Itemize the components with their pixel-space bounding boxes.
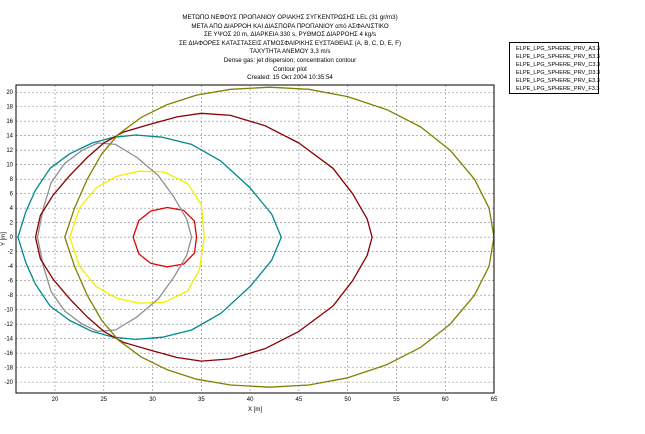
x-tick-label: 55 — [393, 397, 400, 403]
x-tick-label: 40 — [247, 397, 254, 403]
x-tick-label: 65 — [491, 397, 498, 403]
legend-item: ELPE_LPG_SPHERE_PRV_E3.3 — [513, 77, 600, 85]
plot-frame — [15, 84, 495, 394]
x-tick-label: 45 — [296, 397, 303, 403]
y-tick-label: 2 — [10, 221, 14, 227]
x-tick-label: 20 — [52, 397, 59, 403]
series-line-4 — [17, 134, 282, 341]
y-tick-label: 16 — [6, 119, 13, 125]
y-tick-label: -18 — [4, 366, 13, 372]
x-axis-label: X [m] — [248, 407, 262, 413]
y-tick-label: -12 — [4, 322, 13, 328]
series-line-5 — [34, 112, 373, 362]
y-tick-label: 10 — [6, 163, 13, 169]
legend-label: ELPE_LPG_SPHERE_PRV_A3.3 — [516, 46, 600, 52]
y-tick-label: -2 — [8, 250, 14, 256]
y-tick-label: 8 — [10, 177, 14, 183]
tick-labels: 20 25 30 35 40 45 50 55 60 6520181614121086420-2-… — [4, 90, 498, 403]
x-tick-label: 25 — [100, 397, 107, 403]
x-tick-label: 50 — [344, 397, 351, 403]
title-line-3: ΣΕ ΥΨΟΣ 20 m, ΔΙΑΡΚΕΙΑ 330 s, ΡΥΘΜΟΣ ΔΙΑ… — [203, 31, 377, 39]
series-line-2 — [69, 170, 205, 304]
title-line-7: Contour plot — [273, 65, 307, 73]
legend-label: ELPE_LPG_SPHERE_PRV_D3.3 — [516, 70, 601, 76]
series-line-1 — [132, 206, 198, 268]
x-tick-label: 60 — [442, 397, 449, 403]
y-tick-label: -14 — [4, 337, 13, 343]
x-tick-label: 35 — [198, 397, 205, 403]
y-tick-label: 4 — [10, 206, 14, 212]
legend-label: ELPE_LPG_SPHERE_PRV_E3.3 — [516, 78, 600, 84]
legend-item: ELPE_LPG_SPHERE_PRV_C3.3 — [513, 61, 600, 69]
y-tick-label: 20 — [6, 90, 13, 96]
y-tick-label: -20 — [4, 380, 13, 386]
legend-label: ELPE_LPG_SPHERE_PRV_C3.3 — [516, 62, 601, 68]
title-line-6: Dense gas: jet dispersion; concentration… — [223, 56, 357, 64]
y-tick-label: 6 — [10, 192, 14, 198]
y-tick-label: -6 — [8, 279, 14, 285]
series-line-3 — [36, 142, 193, 333]
chart-title-block: ΜΕΤΩΠΟ ΝΕΦΟΥΣ ΠΡΟΠΑΝΙΟΥ ΟΡΙΑΚΗΣ ΣΥΓΚΕΝΤΡ… — [150, 14, 430, 83]
y-axis-label: Y [m] — [1, 232, 7, 246]
legend-item: ELPE_LPG_SPHERE_PRV_F3.3 — [513, 85, 600, 93]
title-line-5: ΤΑΧΥΤΗΤΑ ΑΝΕΜΟΥ 3,3 m/s — [249, 48, 331, 56]
legend-item: ELPE_LPG_SPHERE_PRV_A3.3 — [513, 45, 600, 53]
grid-lines — [16, 85, 494, 393]
legend-label: ELPE_LPG_SPHERE_PRV_F3.3 — [516, 86, 600, 92]
y-tick-label: -4 — [8, 264, 14, 270]
y-tick-label: -10 — [4, 308, 13, 314]
legend: ELPE_LPG_SPHERE_PRV_A3.3 ELPE_LPG_SPHERE_… — [509, 42, 600, 94]
title-line-2: ΜΕΤΑ ΑΠΟ ΔΙΑΡΡΟΗ ΚΑΙ ΔΙΑΣΠΟΡΑ ΠΡΟΠΑΝΙΟΥ … — [191, 22, 389, 30]
y-tick-label: -16 — [4, 351, 13, 357]
y-tick-label: -8 — [8, 293, 14, 299]
y-tick-label: 12 — [6, 148, 13, 154]
legend-label: ELPE_LPG_SPHERE_PRV_B3.3 — [516, 54, 600, 60]
title-line-8: Created: 15 Οκτ 2004 10:35:54 — [247, 74, 333, 82]
series-layer — [17, 86, 495, 388]
y-tick-label: 14 — [6, 134, 13, 140]
title-line-4: ΣΕ ΔΙΑΦΟΡΕΣ ΚΑΤΑΣΤΑΣΕΙΣ ΑΤΜΟΣΦΑΙΡΙΚΗΣ ΕΥ… — [178, 39, 402, 47]
x-tick-label: 30 — [149, 397, 156, 403]
title-line-1: ΜΕΤΩΠΟ ΝΕΦΟΥΣ ΠΡΟΠΑΝΙΟΥ ΟΡΙΑΚΗΣ ΣΥΓΚΕΝΤΡ… — [182, 14, 398, 21]
legend-item: ELPE_LPG_SPHERE_PRV_D3.3 — [513, 69, 600, 77]
y-tick-label: 0 — [10, 235, 14, 241]
y-tick-label: 18 — [6, 105, 13, 111]
legend-item: ELPE_LPG_SPHERE_PRV_B3.3 — [513, 53, 600, 61]
